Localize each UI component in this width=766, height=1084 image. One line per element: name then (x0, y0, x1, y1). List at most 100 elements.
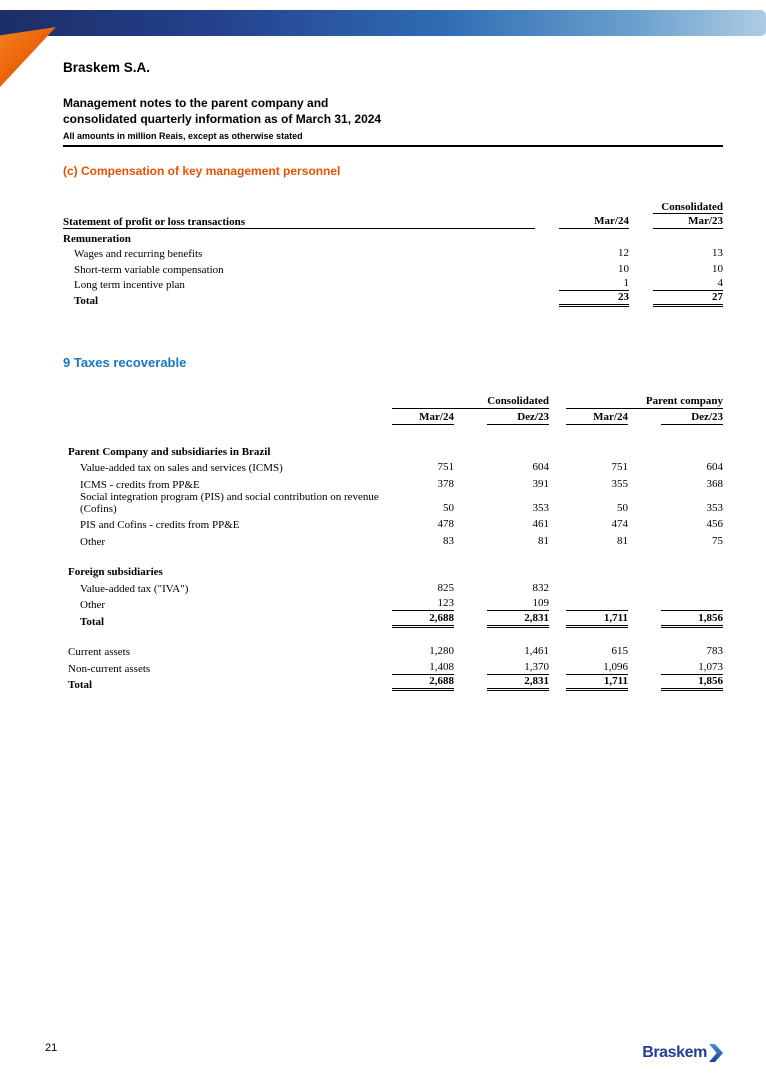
row-value: 832 (532, 581, 550, 594)
row-value: 50 (443, 501, 454, 514)
row-value: 825 (437, 581, 455, 594)
row-value: 4 (653, 277, 723, 291)
page-content: Braskem S.A. Management notes to the par… (63, 60, 723, 691)
row-value (566, 594, 628, 595)
row-value: 461 (532, 518, 550, 530)
row-label: Wages and recurring benefits (74, 248, 203, 260)
table-group-header-row: Consolidated (63, 198, 723, 214)
table-row: Social integration program (PIS) and soc… (63, 491, 723, 515)
table-total-row: Total 23 27 (63, 291, 723, 307)
document-title: Management notes to the parent company a… (63, 95, 723, 127)
row-value: 474 (611, 518, 629, 530)
section-label: Parent Company and subsidiaries in Brazi… (68, 445, 271, 458)
total-value: 2,688 (392, 675, 454, 691)
row-value: 604 (532, 461, 550, 473)
total-value: 23 (559, 291, 629, 307)
row-value: 123 (392, 597, 454, 611)
total-label: Total (68, 679, 93, 691)
table-row: Long term incentive plan 1 4 (63, 276, 723, 291)
company-name: Braskem S.A. (63, 60, 151, 75)
row-label: Other (80, 535, 106, 548)
total-value: 1,711 (566, 675, 628, 691)
row-value: 10 (618, 262, 629, 275)
table-row: Value-added tax ("IVA") 825 832 (63, 578, 723, 595)
total-value: 2,831 (487, 612, 549, 628)
table-row: ICMS - credits from PP&E 378 391 355 368 (63, 474, 723, 491)
table-row: PIS and Cofins - credits from PP&E 478 4… (63, 515, 724, 531)
row-value: 50 (617, 501, 628, 514)
row-value: 83 (443, 534, 454, 547)
section-label: Foreign subsidiaries (68, 566, 163, 578)
taxes-table: Consolidated Parent company Mar/24 Dez/2… (63, 392, 723, 691)
row-value: 783 (706, 645, 724, 657)
column-header: Mar/24 (566, 411, 628, 425)
row-value: 378 (437, 477, 455, 490)
table-row: Wages and recurring benefits 12 13 (63, 245, 723, 260)
row-value: 355 (611, 477, 629, 490)
table-row: Current assets 1,280 1,461 615 783 (63, 642, 724, 658)
row-label: Social integration program (PIS) and soc… (80, 490, 379, 515)
table-row: Short-term variable compensation 10 10 (63, 260, 723, 276)
section-label: Remuneration (63, 232, 131, 245)
row-value: 10 (712, 262, 723, 275)
total-value: 1,856 (661, 675, 723, 691)
row-value: 12 (618, 247, 629, 259)
row-value: 109 (487, 597, 549, 611)
column-header: Mar/24 (392, 411, 454, 425)
row-label: Current assets (68, 646, 131, 658)
header-rule (63, 145, 723, 147)
row-value: 81 (617, 534, 628, 547)
row-label: Other (80, 599, 106, 611)
column-header: Mar/24 (559, 215, 629, 229)
row-value: 751 (611, 461, 629, 473)
total-value: 1,711 (566, 612, 628, 628)
compensation-table: Consolidated Statement of profit or loss… (63, 198, 723, 307)
row-value: 1,280 (429, 645, 454, 657)
total-label: Total (74, 295, 99, 307)
table-header-row: Statement of profit or loss transactions… (63, 214, 723, 229)
stub-header: Statement of profit or loss transactions (63, 216, 535, 229)
group-header-consolidated: Consolidated (653, 201, 723, 214)
group-header-parent-company: Parent company (566, 395, 723, 409)
row-value: 81 (538, 534, 549, 547)
row-value: 368 (706, 477, 724, 490)
braskem-logo-text: Braskem (642, 1044, 707, 1061)
row-label: ICMS - credits from PP&E (80, 478, 200, 491)
table-group-header-row: Consolidated Parent company (63, 392, 723, 409)
row-value: 1,096 (566, 661, 628, 675)
row-label: Non-current assets (68, 662, 151, 675)
total-label: Total (80, 615, 105, 628)
section-9-heading: 9 Taxes recoverable (63, 355, 187, 370)
row-label: Value-added tax on sales and services (I… (80, 462, 283, 474)
total-value: 27 (653, 291, 723, 307)
table-section-row: Foreign subsidiaries (63, 562, 723, 578)
row-value: 1 (559, 277, 629, 291)
row-value (661, 609, 723, 611)
row-value: 75 (712, 534, 723, 547)
table-section-row: Parent Company and subsidiaries in Brazi… (63, 441, 723, 458)
row-label: Long term incentive plan (74, 279, 185, 291)
table-total-row: Total 2,688 2,831 1,711 1,856 (63, 611, 723, 628)
row-value: 615 (611, 645, 629, 657)
row-value: 391 (532, 477, 550, 490)
decorative-header-bar (0, 10, 766, 36)
row-label: PIS and Cofins - credits from PP&E (80, 519, 240, 531)
row-value: 1,461 (524, 645, 549, 657)
table-row: Value-added tax on sales and services (I… (63, 458, 724, 474)
table-section-row: Remuneration (63, 229, 723, 245)
column-header: Dez/23 (487, 411, 549, 425)
column-header: Dez/23 (661, 411, 723, 425)
row-label: Short-term variable compensation (74, 263, 224, 276)
total-value: 1,856 (661, 612, 723, 628)
row-value: 478 (437, 518, 455, 530)
column-header: Mar/23 (653, 215, 723, 229)
row-value: 604 (706, 461, 724, 473)
row-value: 456 (706, 518, 724, 530)
table-header-row: Mar/24 Dez/23 Mar/24 Dez/23 (63, 409, 723, 425)
document-title-line1: Management notes to the parent company a… (63, 96, 329, 110)
page-number: 21 (45, 1042, 58, 1054)
total-value: 2,688 (392, 612, 454, 628)
table-total-row: Total 2,688 2,831 1,711 1,856 (63, 675, 723, 691)
table-row: Other 123 109 (63, 595, 723, 611)
row-label: Value-added tax ("IVA") (80, 582, 189, 595)
